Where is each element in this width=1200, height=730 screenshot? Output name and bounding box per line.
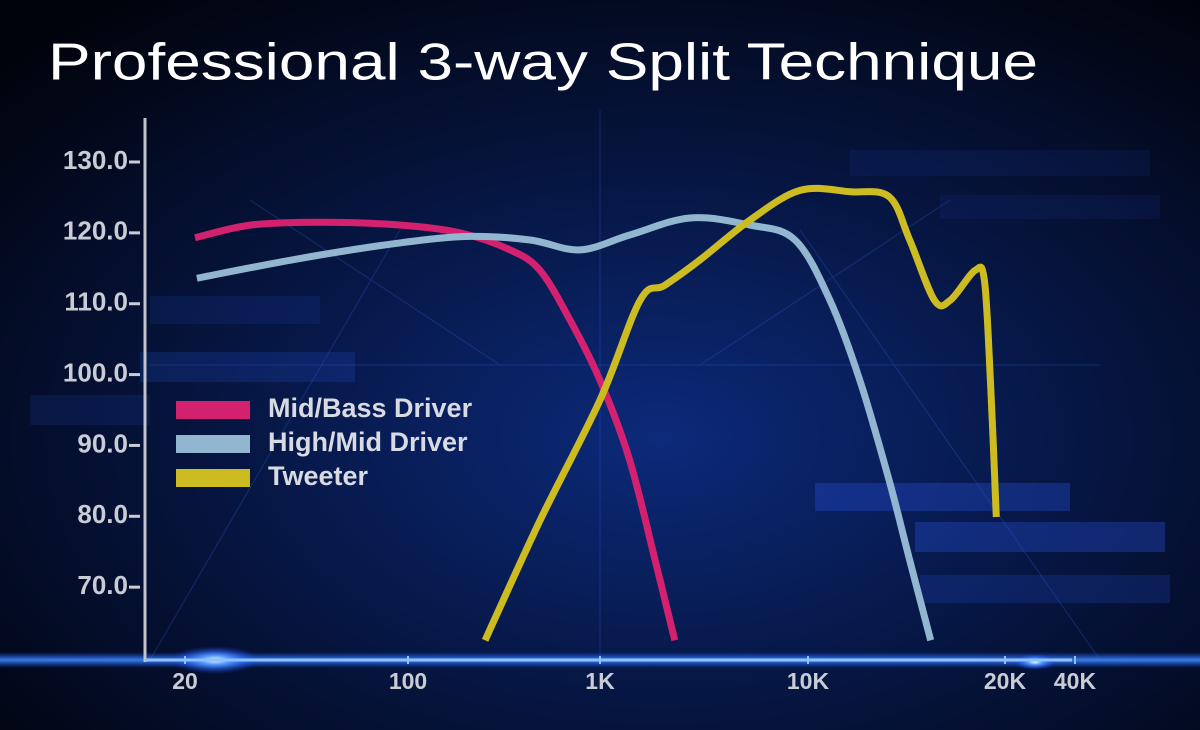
y-tick-label: 70.0 [77,570,128,600]
x-tick-label: 40K [1054,668,1097,694]
x-tick-label: 1K [585,668,615,694]
light-flare [1013,654,1057,670]
legend-swatch [176,401,250,419]
plot-area: 70.0 80.0 90.0 100.0 110.0 120.0 130.0 20 100 1K 1… [63,145,1097,694]
x-tick-label: 100 [389,668,427,694]
legend-swatch [176,435,250,453]
x-tick-label: 20 [172,668,198,694]
y-tick-label: 130.0 [63,145,128,175]
legend-label: Tweeter [268,461,369,491]
y-tick-label: 110.0 [64,287,128,317]
x-tick-label: 10K [787,668,830,694]
y-tick-label: 90.0 [77,428,128,458]
decor-blocks [30,150,1170,603]
x-tick-label: 20K [984,668,1027,694]
y-tick-label: 120.0 [63,216,128,246]
series-line [481,184,1000,642]
legend-label: Mid/Bass Driver [268,393,473,423]
legend-label: High/Mid Driver [268,427,468,457]
legend-swatch [176,469,250,487]
y-tick-label: 80.0 [77,499,128,529]
chart-title: Professional 3-way Split Technique [48,34,1038,92]
y-tick-label: 100.0 [63,357,128,387]
series-line [196,214,935,642]
series-line [194,218,679,642]
